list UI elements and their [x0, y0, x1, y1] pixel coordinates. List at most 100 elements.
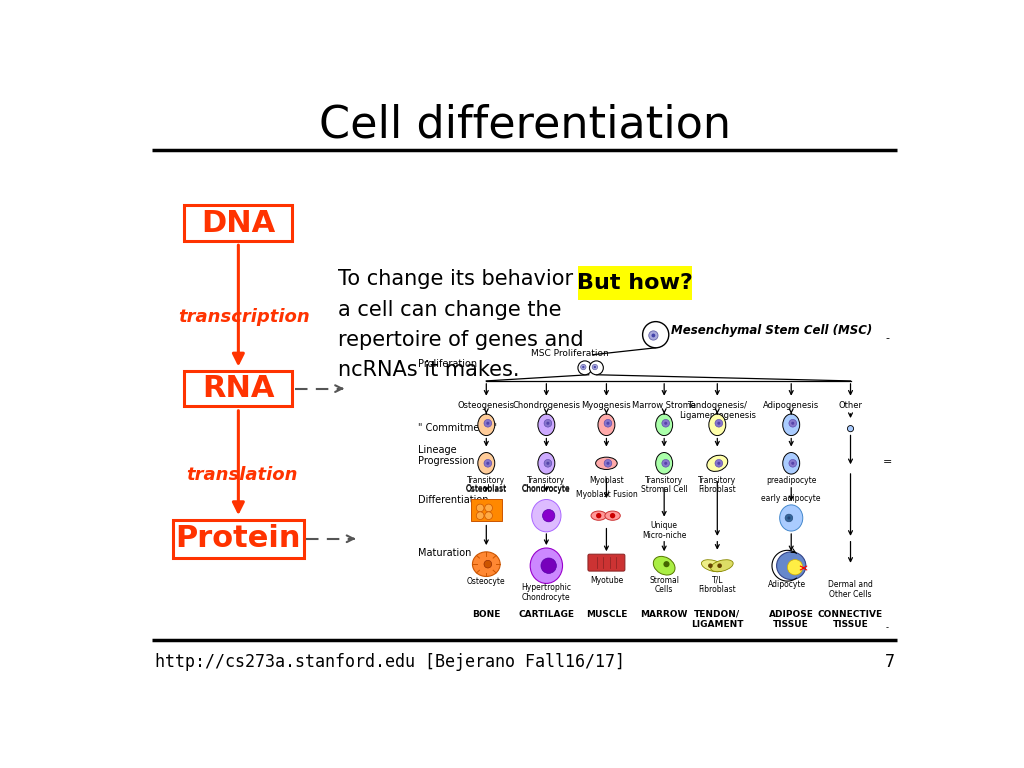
- Circle shape: [476, 504, 484, 511]
- Ellipse shape: [701, 560, 724, 571]
- Text: 7: 7: [885, 653, 894, 671]
- Text: Chondrocyte: Chondrocyte: [522, 484, 570, 492]
- Circle shape: [541, 558, 556, 574]
- Text: TENDON/
LIGAMENT: TENDON/ LIGAMENT: [691, 610, 743, 629]
- Circle shape: [486, 462, 489, 465]
- Text: T/L
Fibroblast: T/L Fibroblast: [698, 576, 736, 594]
- Circle shape: [717, 564, 722, 568]
- Text: ADIPOSE
TISSUE: ADIPOSE TISSUE: [769, 610, 814, 629]
- Circle shape: [662, 459, 670, 467]
- Text: Stromal
Cells: Stromal Cells: [649, 576, 679, 594]
- Circle shape: [590, 361, 603, 375]
- Circle shape: [717, 422, 720, 425]
- Circle shape: [665, 462, 668, 465]
- Text: Transitory
Fibroblast: Transitory Fibroblast: [698, 475, 736, 495]
- Text: Myoblast Fusion: Myoblast Fusion: [575, 491, 637, 499]
- Text: Proliferation: Proliferation: [418, 359, 477, 369]
- Text: CARTILAGE: CARTILAGE: [518, 610, 574, 618]
- Circle shape: [581, 364, 586, 369]
- Ellipse shape: [707, 455, 728, 472]
- Text: Other: Other: [839, 401, 862, 410]
- Circle shape: [708, 564, 713, 568]
- Ellipse shape: [655, 414, 673, 435]
- Text: Myotube: Myotube: [590, 576, 623, 584]
- Text: Hypertrophic
Chondrocyte: Hypertrophic Chondrocyte: [521, 584, 571, 602]
- Ellipse shape: [538, 452, 555, 474]
- Text: MUSCLE: MUSCLE: [586, 610, 627, 618]
- Text: Osteogenesis: Osteogenesis: [458, 401, 515, 410]
- Text: -: -: [886, 623, 889, 632]
- FancyBboxPatch shape: [184, 371, 292, 406]
- Circle shape: [606, 422, 609, 425]
- Text: Differentiation: Differentiation: [418, 495, 488, 505]
- Circle shape: [787, 560, 803, 575]
- Circle shape: [715, 419, 723, 427]
- Circle shape: [788, 459, 797, 467]
- Circle shape: [476, 511, 484, 519]
- FancyBboxPatch shape: [184, 205, 292, 241]
- Ellipse shape: [653, 556, 675, 575]
- Ellipse shape: [779, 505, 803, 531]
- Circle shape: [484, 561, 492, 568]
- Circle shape: [662, 419, 670, 427]
- Circle shape: [547, 422, 550, 425]
- Ellipse shape: [776, 552, 806, 580]
- Ellipse shape: [782, 414, 800, 435]
- Text: Adipogenesis: Adipogenesis: [763, 401, 819, 410]
- Circle shape: [785, 514, 793, 521]
- Text: Protein: Protein: [175, 525, 301, 553]
- Text: DNA: DNA: [202, 209, 275, 237]
- Circle shape: [604, 459, 611, 467]
- FancyBboxPatch shape: [173, 519, 304, 558]
- Circle shape: [792, 422, 795, 425]
- Text: -: -: [886, 333, 890, 343]
- Circle shape: [643, 322, 669, 348]
- Text: early adipocyte: early adipocyte: [762, 494, 821, 502]
- Ellipse shape: [538, 414, 555, 435]
- Text: transcription: transcription: [178, 309, 310, 326]
- Circle shape: [787, 516, 791, 519]
- Text: Myogenesis: Myogenesis: [582, 401, 631, 410]
- Circle shape: [486, 422, 489, 425]
- Circle shape: [583, 366, 585, 368]
- Text: BONE: BONE: [472, 610, 501, 618]
- Text: Maturation: Maturation: [418, 548, 471, 558]
- FancyBboxPatch shape: [588, 554, 625, 571]
- Text: But how?: But how?: [577, 273, 693, 293]
- Text: Marrow Stroma: Marrow Stroma: [632, 401, 696, 410]
- Circle shape: [596, 513, 601, 518]
- Text: Dermal and
Other Cells: Dermal and Other Cells: [828, 581, 872, 599]
- Circle shape: [543, 509, 555, 521]
- Ellipse shape: [711, 560, 733, 571]
- Circle shape: [649, 331, 658, 340]
- Circle shape: [484, 459, 492, 467]
- Circle shape: [606, 462, 609, 465]
- Ellipse shape: [478, 452, 495, 474]
- Circle shape: [664, 561, 670, 568]
- Ellipse shape: [472, 552, 500, 577]
- Circle shape: [792, 462, 795, 465]
- Text: Chondrogenesis: Chondrogenesis: [512, 401, 581, 410]
- Text: Lineage
Progression: Lineage Progression: [418, 445, 474, 466]
- Circle shape: [544, 459, 552, 467]
- Text: Myoblast: Myoblast: [589, 475, 624, 485]
- Circle shape: [788, 419, 797, 427]
- Circle shape: [717, 462, 720, 465]
- Circle shape: [547, 462, 550, 465]
- Text: MARROW: MARROW: [640, 610, 688, 618]
- Text: CONNECTIVE
TISSUE: CONNECTIVE TISSUE: [818, 610, 883, 629]
- Text: RNA: RNA: [202, 374, 274, 403]
- Circle shape: [484, 511, 493, 519]
- Circle shape: [651, 333, 655, 337]
- Ellipse shape: [596, 457, 617, 469]
- Text: MSC Proliferation: MSC Proliferation: [530, 349, 608, 358]
- Circle shape: [715, 459, 723, 467]
- Text: =: =: [883, 457, 892, 467]
- Ellipse shape: [782, 452, 800, 474]
- Text: translation: translation: [186, 466, 298, 485]
- Ellipse shape: [478, 414, 495, 435]
- Ellipse shape: [531, 499, 561, 531]
- FancyBboxPatch shape: [471, 499, 502, 521]
- Ellipse shape: [655, 452, 673, 474]
- Ellipse shape: [591, 511, 606, 520]
